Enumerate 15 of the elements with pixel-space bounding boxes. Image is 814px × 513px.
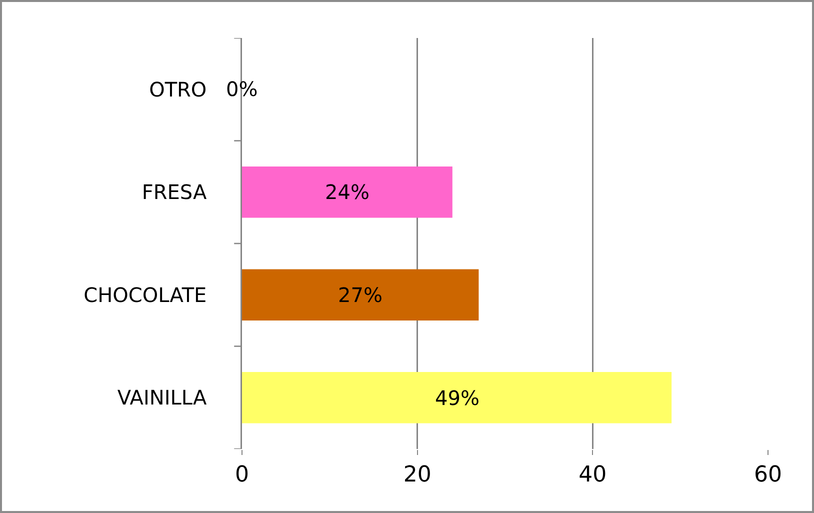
- bar: [242, 372, 672, 424]
- data-label: 27%: [338, 283, 382, 307]
- data-label: 49%: [435, 386, 480, 410]
- bar: [242, 166, 452, 218]
- y-tick-label: FRESA: [142, 180, 208, 204]
- x-tick-label: 40: [578, 462, 607, 488]
- y-tick-label: OTRO: [149, 77, 207, 102]
- data-label: 0%: [226, 77, 258, 101]
- y-tick-label: CHOCOLATE: [84, 282, 207, 307]
- data-label: 24%: [325, 180, 370, 204]
- y-tick-label: VAINILLA: [117, 386, 208, 410]
- x-tick-label: 0: [235, 462, 249, 488]
- x-tick-label: 60: [754, 462, 782, 488]
- bar: [242, 269, 479, 321]
- x-tick-label: 20: [403, 462, 432, 488]
